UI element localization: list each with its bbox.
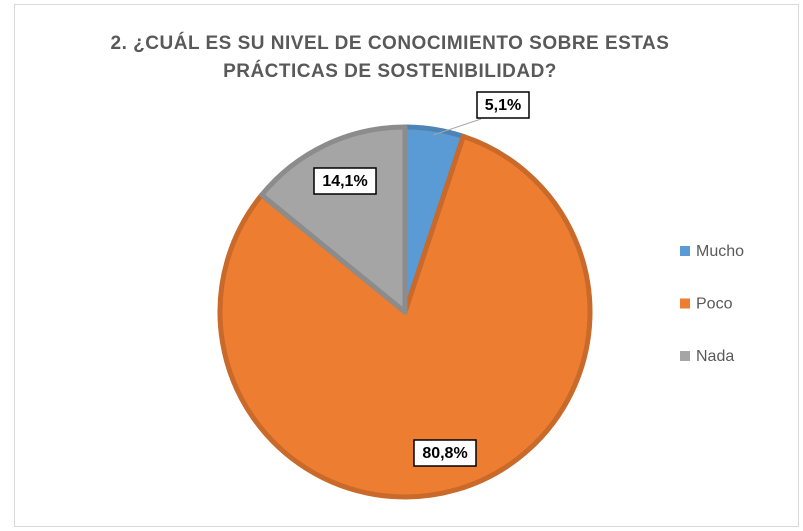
legend-swatch [680,298,690,309]
data-label: 5,1% [485,97,521,114]
legend-label: Mucho [696,243,744,260]
data-label-box [313,167,377,195]
data-label: 14,1% [322,173,367,190]
legend-label: Poco [696,296,733,313]
chart-title: 2. ¿CUÁL ES SU NIVEL DE CONOCIMIENTO SOB… [110,33,670,82]
data-label-box [476,91,530,119]
pie-slice [217,133,593,500]
data-label-box [413,439,477,467]
data-label: 80,8% [422,445,467,462]
leader-line [433,118,482,136]
chart-border [14,4,799,527]
legend-label: Nada [696,348,734,365]
legend-swatch [680,246,690,256]
legend-swatch [680,351,690,361]
